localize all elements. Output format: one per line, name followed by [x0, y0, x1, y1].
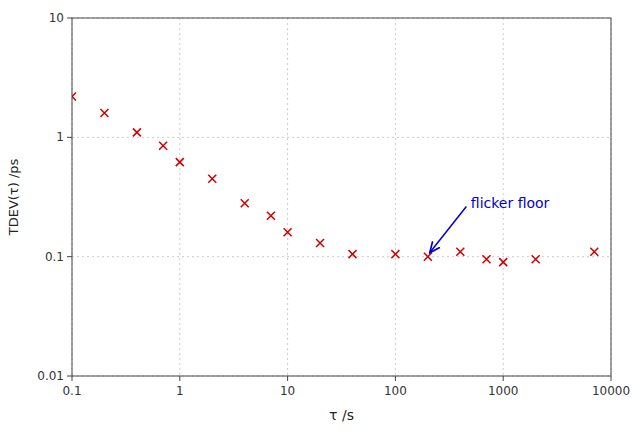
point [284, 228, 292, 236]
x-tick-label: 1000 [488, 384, 519, 398]
point [267, 212, 275, 220]
grid-line-x [287, 18, 288, 376]
grid [72, 18, 611, 376]
grid-line-y [72, 256, 611, 257]
point [241, 199, 249, 207]
y-tick-label: 10 [49, 11, 64, 25]
point [532, 255, 540, 263]
y-tick-label: 0.01 [37, 369, 64, 383]
point [72, 92, 76, 100]
y-axis-label: TDEV(τ) /ps [6, 158, 21, 236]
point [133, 128, 141, 136]
point [349, 250, 357, 258]
point [483, 255, 491, 263]
point [456, 248, 464, 256]
point [499, 258, 507, 266]
grid-line-y [72, 137, 611, 138]
point [424, 253, 432, 261]
y-tick [67, 256, 72, 257]
point [208, 175, 216, 183]
annotation-arrow [430, 206, 467, 252]
point [159, 142, 167, 150]
point [100, 109, 108, 117]
x-tick [611, 376, 612, 381]
x-tick [179, 376, 180, 381]
annotation: flicker floor [471, 195, 550, 211]
x-tick [72, 376, 73, 381]
x-tick [395, 376, 396, 381]
x-tick-label: 10 [280, 384, 295, 398]
y-tick [67, 137, 72, 138]
plot-background [72, 18, 611, 376]
x-tick-label: 0.1 [62, 384, 81, 398]
axes: 0.11101001000100000.010.1110 [37, 11, 630, 398]
y-tick [67, 18, 72, 19]
grid-line-x [395, 18, 396, 376]
points [72, 92, 598, 266]
point [590, 248, 598, 256]
x-tick-label: 10000 [592, 384, 630, 398]
plot-frame [72, 18, 611, 376]
point [316, 239, 324, 247]
x-tick-label: 100 [384, 384, 407, 398]
x-axis-label: τ /s [329, 407, 354, 423]
grid-line-x [179, 18, 180, 376]
point [391, 250, 399, 258]
y-tick-label: 0.1 [45, 250, 64, 264]
x-tick [287, 376, 288, 381]
x-tick-label: 1 [176, 384, 184, 398]
x-tick [503, 376, 504, 381]
chart: 0.11101001000100000.010.1110τ /sTDEV(τ) … [0, 0, 633, 432]
y-tick-label: 1 [56, 130, 64, 144]
y-tick [67, 376, 72, 377]
point [176, 158, 184, 166]
